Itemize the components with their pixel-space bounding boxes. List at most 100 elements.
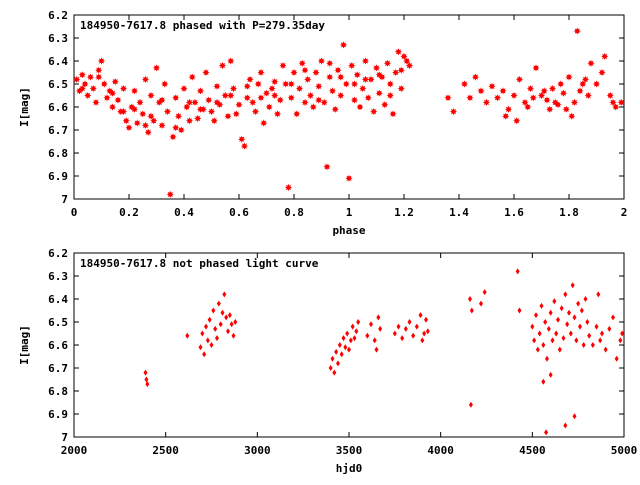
data-point — [163, 108, 172, 116]
data-point — [326, 59, 334, 67]
data-point — [546, 325, 551, 332]
data-point — [567, 309, 571, 316]
x-axis-label: phase — [332, 224, 365, 237]
data-point — [548, 371, 553, 378]
data-point — [89, 85, 97, 93]
data-point — [372, 64, 381, 72]
data-point — [191, 98, 199, 106]
data-point — [122, 117, 130, 125]
data-point — [537, 91, 546, 100]
data-point — [224, 112, 232, 120]
data-point — [607, 325, 612, 332]
data-point — [572, 314, 577, 321]
data-point — [414, 323, 419, 330]
y-tick-label: 6.8 — [48, 147, 68, 160]
data-point — [376, 314, 381, 321]
data-point — [78, 71, 86, 79]
data-point — [361, 75, 370, 83]
y-tick-label: 6.7 — [48, 362, 68, 375]
data-point — [249, 98, 257, 106]
data-point — [172, 94, 180, 102]
data-point — [348, 62, 356, 70]
data-point — [378, 325, 383, 332]
data-point — [211, 307, 216, 314]
data-point — [411, 332, 416, 339]
data-point — [306, 91, 315, 100]
data-point — [576, 87, 584, 95]
data-point — [185, 98, 194, 106]
data-point — [572, 413, 577, 420]
data-point — [130, 105, 139, 113]
data-point — [227, 91, 235, 100]
data-point — [273, 110, 282, 118]
data-point — [392, 330, 397, 337]
data-point — [477, 87, 485, 95]
data-point — [224, 314, 229, 321]
data-point — [563, 291, 568, 298]
data-point — [251, 108, 260, 116]
data-point — [103, 94, 111, 102]
data-point — [158, 96, 166, 104]
data-point — [204, 323, 208, 330]
chart-title: 184950-7617.8 phased with P=279.35day — [80, 19, 325, 32]
data-point — [147, 91, 155, 100]
data-point — [243, 94, 251, 102]
data-point — [493, 94, 502, 102]
data-point — [482, 98, 491, 106]
data-point — [444, 94, 452, 102]
data-point — [581, 342, 586, 348]
data-point — [86, 73, 95, 81]
data-point — [337, 342, 342, 348]
data-point — [147, 112, 155, 120]
data-point — [177, 126, 185, 134]
data-point — [392, 68, 400, 77]
data-point — [424, 316, 428, 323]
x-tick-label: 2 — [621, 206, 628, 219]
data-point — [158, 121, 166, 129]
data-point — [213, 82, 221, 90]
data-point — [315, 96, 323, 104]
data-point — [350, 96, 359, 104]
x-tick-label: 3500 — [336, 444, 363, 457]
data-point — [583, 296, 588, 302]
data-point — [488, 82, 496, 90]
data-point — [568, 330, 573, 337]
data-point — [257, 94, 265, 102]
data-point — [565, 73, 573, 81]
data-point — [125, 124, 133, 132]
x-axis-label: hjd0 — [336, 462, 363, 475]
y-tick-label: 6.5 — [48, 316, 68, 329]
data-point — [400, 335, 405, 342]
data-point — [304, 75, 312, 83]
data-point — [546, 105, 554, 113]
x-tick-label: 2500 — [152, 444, 179, 457]
data-point — [356, 103, 364, 111]
data-point — [578, 323, 582, 330]
data-point — [133, 119, 141, 127]
data-point — [180, 85, 188, 93]
data-point — [108, 103, 117, 111]
data-point — [328, 365, 333, 371]
data-point — [337, 91, 345, 100]
data-point — [350, 80, 359, 88]
data-point — [194, 114, 202, 123]
data-point — [200, 330, 205, 337]
x-tick-label: 1.2 — [394, 206, 414, 219]
data-point — [202, 68, 210, 77]
data-point — [570, 282, 575, 289]
data-point — [372, 337, 377, 344]
data-point — [570, 98, 579, 106]
y-tick-label: 6.3 — [48, 32, 68, 45]
data-point — [513, 117, 521, 125]
data-point — [598, 68, 606, 77]
data-point — [141, 121, 150, 129]
data-point — [328, 87, 337, 95]
data-point — [534, 312, 538, 319]
data-point — [543, 96, 551, 104]
data-point — [524, 103, 532, 111]
data-point — [216, 300, 221, 307]
data-point — [238, 135, 246, 143]
data-point — [293, 110, 301, 118]
data-point — [185, 332, 190, 339]
data-point — [279, 62, 287, 70]
